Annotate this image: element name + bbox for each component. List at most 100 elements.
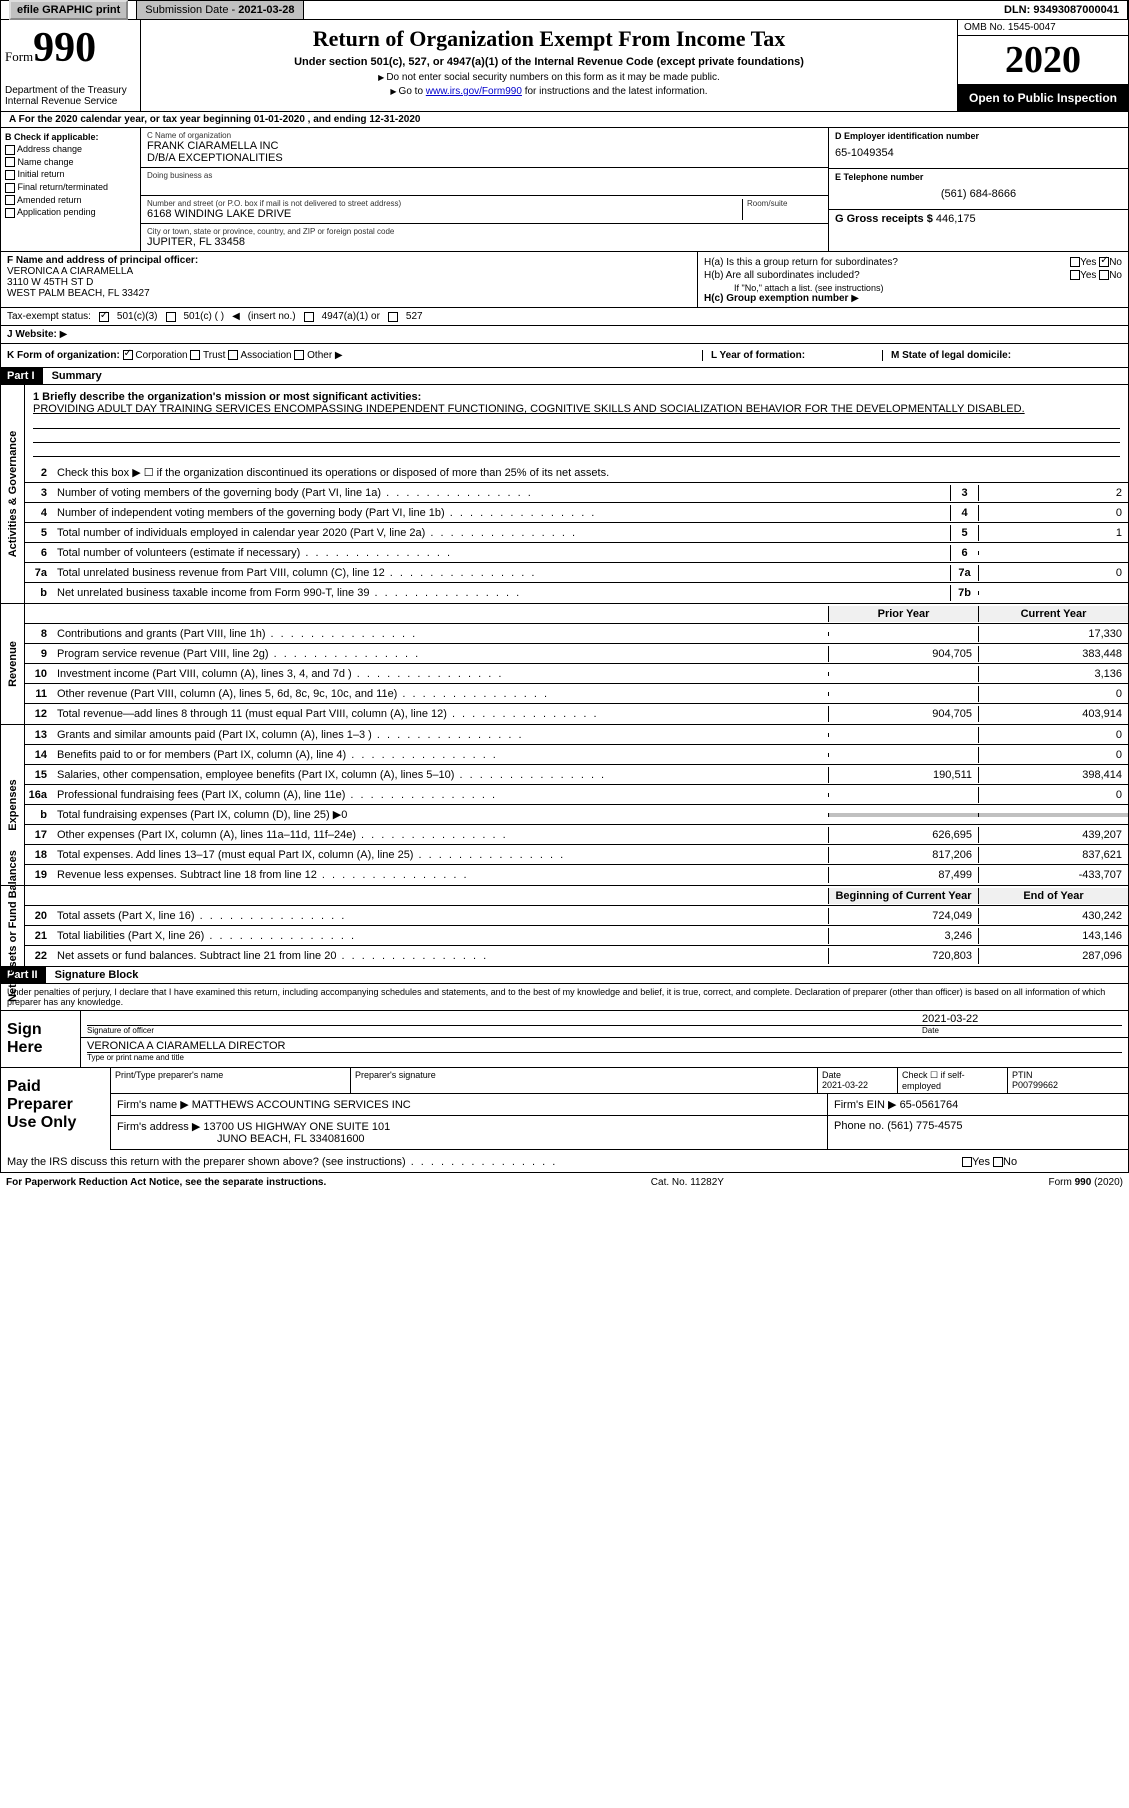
signature-section: Under penalties of perjury, I declare th… (0, 984, 1129, 1173)
line-2: 2Check this box ▶ ☐ if the organization … (25, 463, 1128, 483)
part1-header: Part I Summary (0, 368, 1129, 385)
line-11: 11Other revenue (Part VIII, column (A), … (25, 684, 1128, 704)
firm-phone: (561) 775-4575 (887, 1120, 962, 1132)
line-20: 20Total assets (Part X, line 16)724,0494… (25, 906, 1128, 926)
firm-name: MATTHEWS ACCOUNTING SERVICES INC (192, 1099, 411, 1111)
principal-officer: F Name and address of principal officer:… (1, 252, 698, 307)
org-name-block: C Name of organization FRANK CIARAMELLA … (141, 128, 828, 168)
line-b: bTotal fundraising expenses (Part IX, co… (25, 805, 1128, 825)
line-8: 8Contributions and grants (Part VIII, li… (25, 624, 1128, 644)
mission-text: PROVIDING ADULT DAY TRAINING SERVICES EN… (33, 403, 1120, 415)
col-d-ids: D Employer identification number65-10493… (828, 128, 1128, 251)
ptin: P00799662 (1012, 1080, 1058, 1090)
side-governance: Activities & Governance (1, 385, 25, 603)
row-a-period: A For the 2020 calendar year, or tax yea… (0, 112, 1129, 128)
line-5: 5Total number of individuals employed in… (25, 523, 1128, 543)
line-22: 22Net assets or fund balances. Subtract … (25, 946, 1128, 966)
org-dba: D/B/A EXCEPTIONALITIES (147, 152, 822, 164)
submission-date: Submission Date - 2021-03-28 (137, 1, 303, 19)
discuss-row: May the IRS discuss this return with the… (1, 1150, 1128, 1172)
governance-section: Activities & Governance 1 Briefly descri… (0, 385, 1129, 604)
tel-value: (561) 684-8666 (835, 182, 1122, 206)
part2-header: Part II Signature Block (0, 967, 1129, 984)
sign-here-label: Sign Here (1, 1011, 81, 1067)
cb-name[interactable]: Name change (5, 157, 136, 168)
open-inspection: Open to Public Inspection (958, 85, 1128, 111)
cb-final[interactable]: Final return/terminated (5, 182, 136, 193)
col-b-checkboxes: B Check if applicable: Address change Na… (1, 128, 141, 251)
cb-501c[interactable] (166, 312, 176, 322)
side-netassets: Net Assets or Fund Balances (1, 886, 25, 966)
line-b: bNet unrelated business taxable income f… (25, 583, 1128, 603)
efile-button[interactable]: efile GRAPHIC print (9, 0, 128, 20)
prep-header-row: Print/Type preparer's name Preparer's si… (111, 1068, 1128, 1094)
cb-527[interactable] (388, 312, 398, 322)
line-13: 13Grants and similar amounts paid (Part … (25, 725, 1128, 745)
form-title: Return of Organization Exempt From Incom… (147, 26, 951, 52)
discuss-yesno[interactable]: Yes No (962, 1156, 1122, 1168)
website-row: J Website: ▶ (0, 326, 1129, 344)
header-left: Form990 Department of the TreasuryIntern… (1, 20, 141, 111)
cb-initial[interactable]: Initial return (5, 169, 136, 180)
department: Department of the TreasuryInternal Reven… (5, 85, 136, 107)
addr-block: Number and street (or P.O. box if mail i… (141, 196, 828, 224)
gross-receipts: 446,175 (936, 213, 976, 225)
irs-link[interactable]: www.irs.gov/Form990 (426, 86, 522, 97)
dba-block: Doing business as (141, 168, 828, 196)
line-16a: 16aProfessional fundraising fees (Part I… (25, 785, 1128, 805)
line-12: 12Total revenue—add lines 8 through 11 (… (25, 704, 1128, 724)
sig-officer-line: Signature of officer 2021-03-22Date (81, 1011, 1128, 1038)
firm-ein: 65-0561764 (900, 1099, 959, 1111)
cb-address[interactable]: Address change (5, 144, 136, 155)
line-21: 21Total liabilities (Part X, line 26)3,2… (25, 926, 1128, 946)
row-k: K Form of organization: Corporation Trus… (0, 344, 1129, 368)
gross-block: G Gross receipts $ 446,175 (829, 210, 1128, 228)
line-14: 14Benefits paid to or for members (Part … (25, 745, 1128, 765)
cb-pending[interactable]: Application pending (5, 207, 136, 218)
line-10: 10Investment income (Part VIII, column (… (25, 664, 1128, 684)
dln: DLN: 93493087000041 (996, 1, 1128, 19)
city-block: City or town, state or province, country… (141, 224, 828, 251)
line-18: 18Total expenses. Add lines 13–17 (must … (25, 845, 1128, 865)
form-subtitle: Under section 501(c), 527, or 4947(a)(1)… (147, 56, 951, 68)
cb-4947[interactable] (304, 312, 314, 322)
cb-trust[interactable] (190, 350, 200, 360)
line-9: 9Program service revenue (Part VIII, lin… (25, 644, 1128, 664)
org-city: JUPITER, FL 33458 (147, 236, 822, 248)
hb-yesno[interactable]: Yes No (1070, 270, 1122, 281)
expenses-section: Expenses 13Grants and similar amounts pa… (0, 725, 1129, 886)
header-mid: Return of Organization Exempt From Incom… (141, 20, 958, 111)
line-3: 3Number of voting members of the governi… (25, 483, 1128, 503)
officer-name: VERONICA A CIARAMELLA (7, 266, 133, 277)
line-4: 4Number of independent voting members of… (25, 503, 1128, 523)
footer-left: For Paperwork Reduction Act Notice, see … (6, 1177, 326, 1188)
sig-disclaimer: Under penalties of perjury, I declare th… (1, 984, 1128, 1011)
cb-assoc[interactable] (228, 350, 238, 360)
prep-firm-row: Firm's name ▶ MATTHEWS ACCOUNTING SERVIC… (111, 1094, 1128, 1116)
cb-amended[interactable]: Amended return (5, 195, 136, 206)
hb-note: If "No," attach a list. (see instruction… (704, 283, 1122, 293)
col-headers: Prior Year Current Year (25, 604, 1128, 624)
page-footer: For Paperwork Reduction Act Notice, see … (0, 1173, 1129, 1192)
footer-mid: Cat. No. 11282Y (651, 1177, 724, 1188)
side-revenue: Revenue (1, 604, 25, 724)
cb-corp[interactable] (123, 350, 133, 360)
top-bar: efile GRAPHIC print Submission Date - 20… (0, 0, 1129, 20)
ein-value: 65-1049354 (835, 141, 1122, 165)
form-number: Form990 (5, 24, 136, 72)
org-name-label: C Name of organization (147, 131, 822, 140)
tax-year: 2020 (958, 36, 1128, 85)
section-bcd: B Check if applicable: Address change Na… (0, 128, 1129, 252)
mission-block: 1 Briefly describe the organization's mi… (25, 385, 1128, 463)
omb-number: OMB No. 1545-0047 (958, 20, 1128, 36)
line-7a: 7aTotal unrelated business revenue from … (25, 563, 1128, 583)
paid-preparer-label: Paid Preparer Use Only (1, 1068, 111, 1150)
ha-yesno[interactable]: Yes No (1070, 257, 1122, 268)
ein-block: D Employer identification number65-10493… (829, 128, 1128, 169)
cb-other[interactable] (294, 350, 304, 360)
cb-501c3[interactable] (99, 312, 109, 322)
revenue-section: Revenue Prior Year Current Year 8Contrib… (0, 604, 1129, 725)
section-fh: F Name and address of principal officer:… (0, 252, 1129, 308)
line-6: 6Total number of volunteers (estimate if… (25, 543, 1128, 563)
form-of-org: K Form of organization: Corporation Trus… (7, 350, 702, 361)
